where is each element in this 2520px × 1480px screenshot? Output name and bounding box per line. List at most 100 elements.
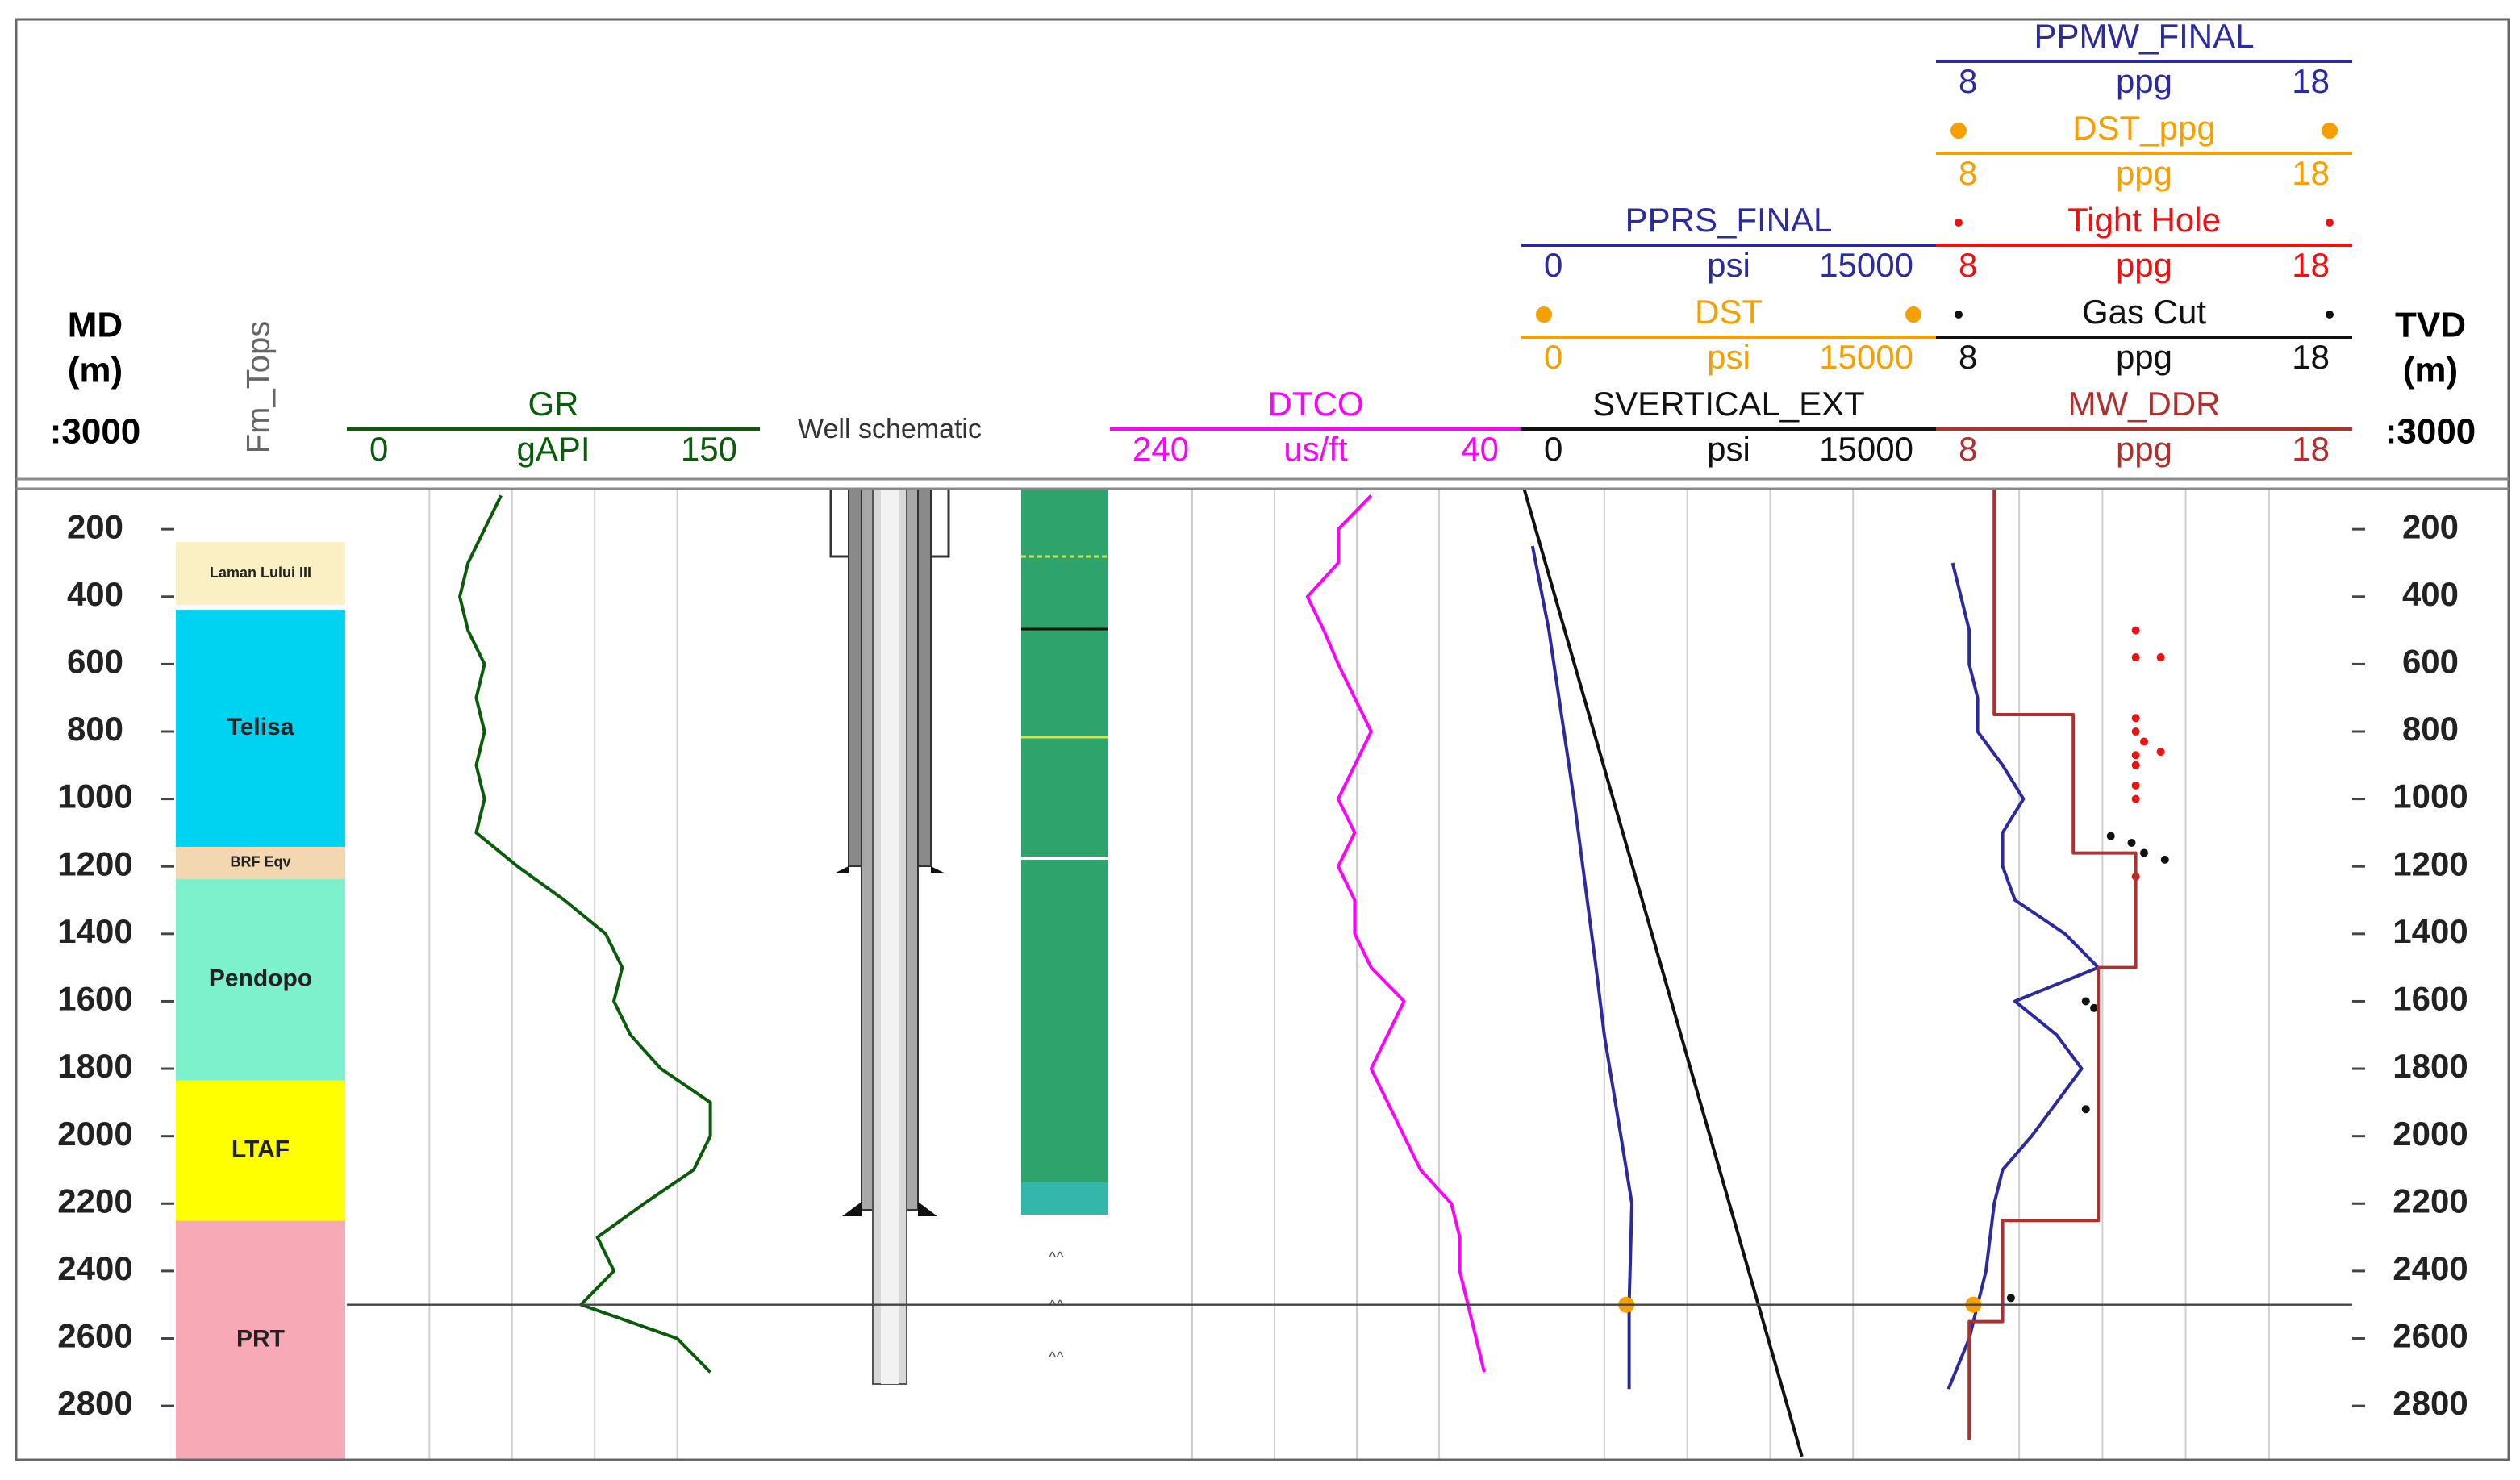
- scale-min: 8: [1959, 62, 1977, 100]
- y-tick-label: 1200: [2393, 844, 2468, 882]
- data-point: [2131, 761, 2140, 769]
- scale-max: 18: [2292, 338, 2330, 376]
- y-tick-label: 600: [2402, 642, 2459, 680]
- scale-unit: us/ft: [1283, 430, 1348, 468]
- data-point: [2140, 737, 2148, 746]
- formation-label: PRT: [236, 1325, 285, 1352]
- y-tick-label: 2200: [2393, 1182, 2468, 1219]
- curve: [1967, 489, 2138, 1440]
- scale-unit: ppg: [2116, 246, 2172, 284]
- legend-marker: [1955, 219, 1963, 227]
- grid: [428, 489, 2270, 1460]
- scale-unit: ppg: [2116, 154, 2172, 192]
- casing-shoe: [918, 1202, 937, 1216]
- data-point: [2081, 997, 2090, 1006]
- y-tick-label: 2800: [2393, 1384, 2468, 1422]
- border: [15, 18, 2510, 1461]
- series-title: DTCO: [1268, 385, 1364, 423]
- axis-title: MD: [68, 306, 123, 345]
- formation-zone: [176, 1080, 345, 1221]
- scale-max: 15000: [1819, 338, 1913, 376]
- data-point: [2140, 848, 2148, 857]
- curve: [1305, 494, 1486, 1373]
- legend-marker: [2322, 123, 2338, 139]
- scale-max: 18: [2292, 62, 2330, 100]
- formation-zone: [176, 542, 345, 606]
- data-point: [2156, 748, 2165, 757]
- lithology-fill: [1021, 1182, 1108, 1215]
- y-tick-label: 200: [2402, 507, 2459, 545]
- y-tick-label: 800: [2402, 710, 2459, 748]
- formation-label: Telisa: [227, 714, 294, 740]
- casing-shoe: [836, 866, 849, 873]
- legend-marker: [2326, 219, 2334, 227]
- scale-max: 18: [2292, 246, 2330, 284]
- curve: [1530, 545, 1633, 1390]
- scale-unit: psi: [1707, 430, 1750, 468]
- curve: [458, 494, 712, 1374]
- y-tick-label: 2400: [2393, 1249, 2468, 1287]
- y-tick-label: 2000: [57, 1115, 132, 1153]
- curve: [1522, 488, 1804, 1457]
- data-point: [2131, 727, 2140, 736]
- data-point: [2090, 1003, 2099, 1012]
- series-title: SVERTICAL_EXT: [1592, 385, 1865, 423]
- y-tick-label: 1400: [57, 912, 132, 950]
- formation-zone: [176, 1220, 345, 1460]
- lithology-symbol: ^^: [1049, 1349, 1064, 1366]
- data-point: [2131, 714, 2140, 723]
- track-title: Well schematic: [798, 414, 982, 444]
- series-title: Tight Hole: [2067, 201, 2221, 239]
- curve: [1946, 562, 2101, 1390]
- scale-min: 0: [1544, 338, 1562, 376]
- data-point: [2160, 855, 2169, 864]
- series-title: MW_DDR: [2068, 385, 2221, 423]
- series-title: Gas Cut: [2082, 293, 2206, 331]
- scale-min: 8: [1959, 338, 1977, 376]
- y-tick-label: 2200: [57, 1182, 132, 1219]
- scale-min: 8: [1959, 154, 1977, 192]
- y-tick-label: 1000: [57, 778, 132, 815]
- data-point: [2081, 1105, 2090, 1114]
- marks: Laman Lului III Telisa BRF Eqv Pendopo LTAF P…: [176, 488, 2169, 1460]
- axis-unit: (m): [68, 351, 123, 390]
- y-tick-label: 1400: [2393, 912, 2468, 950]
- legend-marker: [1905, 306, 1921, 323]
- series-title: GR: [528, 385, 579, 423]
- data-point: [2006, 1294, 2015, 1303]
- scale-min: 8: [1959, 246, 1977, 284]
- data-point: [2131, 653, 2140, 662]
- y-tick-label: 1800: [57, 1047, 132, 1085]
- series-title: PPMW_FINAL: [2034, 17, 2254, 55]
- lithology-symbol: ^^: [1049, 1297, 1064, 1315]
- scale-max: 40: [1461, 430, 1499, 468]
- y-tick-label: 1000: [2393, 778, 2468, 815]
- scale-min: 0: [369, 430, 388, 468]
- y-tick-label: 2800: [57, 1384, 132, 1422]
- scale-max: 15000: [1819, 246, 1913, 284]
- scale-unit: psi: [1707, 338, 1750, 376]
- casing-shoe: [842, 1202, 862, 1216]
- y-tick-label: 800: [67, 710, 123, 748]
- y-tick-label: 600: [67, 642, 123, 680]
- data-point: [2156, 653, 2165, 662]
- y-tick-label: 400: [67, 575, 123, 613]
- formation-label: Pendopo: [209, 965, 312, 992]
- y-tick-label: 2400: [57, 1249, 132, 1287]
- formation-zone: [176, 610, 345, 847]
- data-point: [2131, 781, 2140, 790]
- data-point: [2131, 794, 2140, 803]
- lithology-symbol: ^^: [1049, 1249, 1064, 1266]
- legend-marker: [1536, 306, 1552, 323]
- scale-min: 0: [1544, 246, 1562, 284]
- y-tick-label: 400: [2402, 575, 2459, 613]
- series-title: PPRS_FINAL: [1625, 201, 1833, 239]
- axis-scale: :3000: [50, 412, 141, 452]
- scale-unit: ppg: [2116, 338, 2172, 376]
- frame: MD(m):3000200400600800100012001400160018…: [15, 17, 2510, 1461]
- series-title: DST: [1695, 293, 1763, 331]
- series-title: DST_ppg: [2072, 109, 2215, 147]
- scale-unit: ppg: [2116, 430, 2172, 468]
